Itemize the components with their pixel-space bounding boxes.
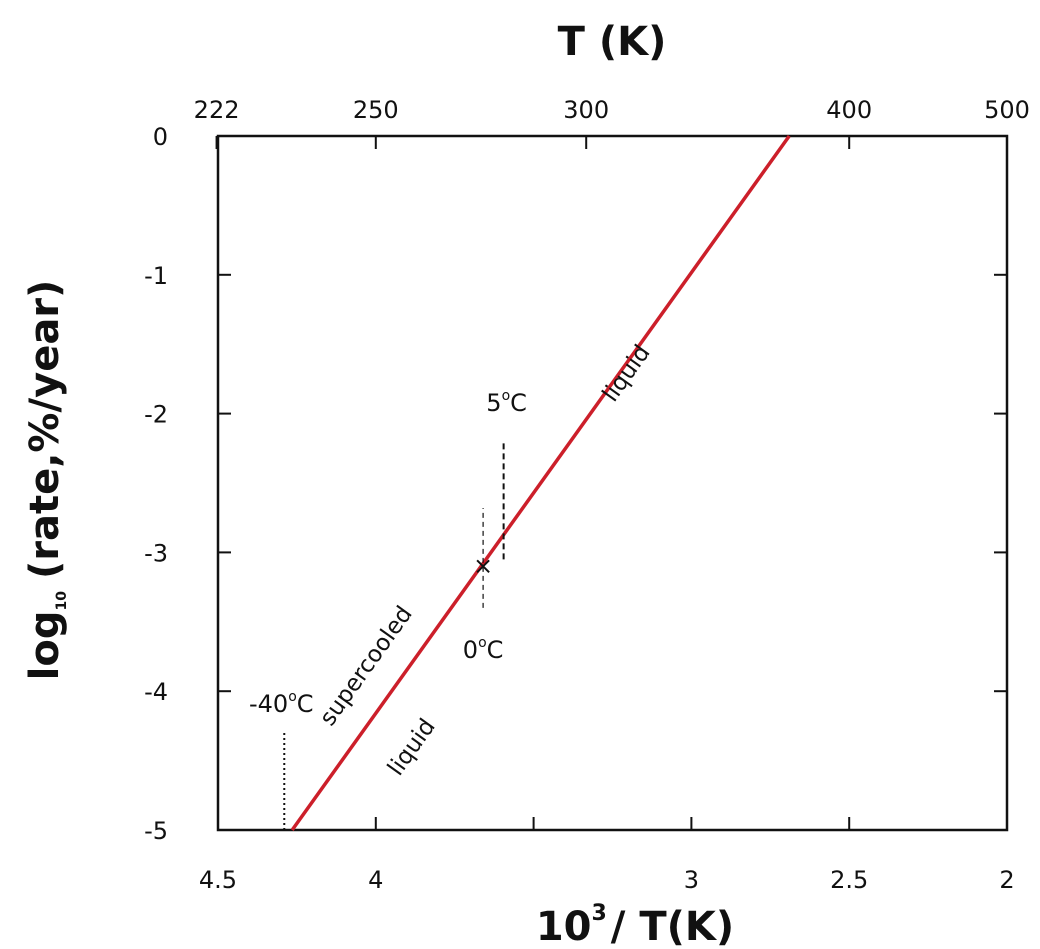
x-tick-label-bottom: 3 bbox=[684, 866, 699, 894]
top-axis-title: T (K) bbox=[558, 19, 667, 65]
x-marker-stroke bbox=[476, 559, 490, 573]
line-annotation: liquid bbox=[598, 340, 656, 406]
reference-label-degree: o bbox=[288, 689, 297, 705]
reference-label-number: -40 bbox=[249, 690, 288, 718]
x-tick-label-top: 300 bbox=[563, 96, 609, 124]
y-tick-label: -5 bbox=[144, 817, 168, 845]
line-annotation: liquid bbox=[383, 714, 441, 780]
reference-line-label: -40oC bbox=[249, 689, 314, 718]
y-axis-title-rest: (rate,%/year) bbox=[22, 280, 68, 579]
x-tick-label-top: 250 bbox=[353, 96, 399, 124]
y-tick-label: 0 bbox=[153, 123, 168, 151]
reference-label-number: 0 bbox=[463, 636, 478, 664]
reference-label-degree: o bbox=[478, 635, 487, 651]
plot-frame bbox=[216, 134, 1009, 832]
line-annotation: supercooled bbox=[315, 602, 418, 731]
x-tick-label-top: 222 bbox=[194, 96, 240, 124]
y-axis-title-base: log bbox=[22, 611, 68, 681]
bottom-axis-title: 103/ T(K) bbox=[536, 901, 734, 949]
reference-label-unit: C bbox=[297, 690, 314, 718]
reference-label-unit: C bbox=[510, 389, 527, 417]
y-axis-title-sub: 10 bbox=[54, 591, 70, 611]
x-tick-label-bottom: 4.5 bbox=[199, 866, 237, 894]
x-tick-label-top: 400 bbox=[826, 96, 872, 124]
bottom-axis-title-base: 10 bbox=[536, 904, 592, 949]
y-tick-label: -1 bbox=[144, 262, 168, 290]
reference-label-unit: C bbox=[487, 636, 504, 664]
bottom-axis-title-rest: / T(K) bbox=[611, 904, 734, 949]
x-tick-label-bottom: 2.5 bbox=[830, 866, 868, 894]
y-tick-label: -4 bbox=[144, 678, 168, 706]
x-tick-label-top: 500 bbox=[984, 96, 1030, 124]
rate-line bbox=[290, 134, 791, 832]
bottom-axis-title-sup: 3 bbox=[591, 901, 606, 926]
reference-line-label: 0oC bbox=[463, 635, 504, 664]
reference-line-label: 5oC bbox=[486, 388, 527, 417]
x-tick-label-bottom: 2 bbox=[999, 866, 1014, 894]
x-tick-label-bottom: 4 bbox=[368, 866, 383, 894]
ticks-layer bbox=[215, 135, 1008, 831]
y-tick-label: -2 bbox=[144, 401, 168, 429]
reference-label-degree: o bbox=[502, 388, 511, 404]
series-layer bbox=[290, 134, 791, 832]
reference-label-number: 5 bbox=[486, 389, 501, 417]
y-axis-title: log10 (rate,%/year) bbox=[22, 280, 70, 681]
x-marker bbox=[476, 559, 490, 573]
y-tick-label: -3 bbox=[144, 539, 168, 567]
